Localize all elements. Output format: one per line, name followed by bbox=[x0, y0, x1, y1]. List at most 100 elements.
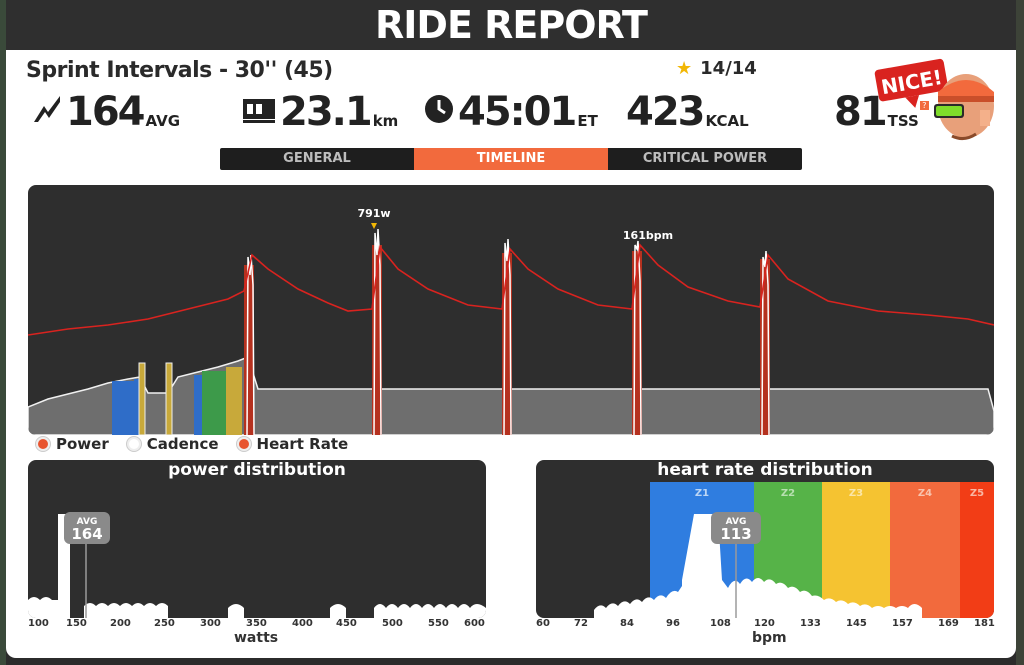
clock-icon bbox=[424, 94, 454, 128]
warmup-block-blue-2 bbox=[134, 379, 140, 435]
warmup-block-blue bbox=[112, 381, 134, 435]
background-left bbox=[0, 0, 6, 665]
peak-power-marker bbox=[371, 223, 377, 229]
power-distribution-bars bbox=[28, 514, 486, 618]
peak-hr-label: 161bpm bbox=[623, 229, 673, 242]
power-avg-label: AVG bbox=[77, 517, 98, 527]
report-header: RIDE REPORT bbox=[6, 0, 1016, 50]
star-count-value: 14/14 bbox=[700, 58, 757, 79]
power-value: 164 bbox=[66, 89, 145, 135]
sprint-bar-1 bbox=[244, 265, 254, 435]
sprint-bar-5 bbox=[760, 259, 770, 435]
hr-tick: 60 bbox=[536, 618, 550, 629]
timeline-legend: Power Cadence Heart Rate bbox=[36, 435, 348, 453]
calories-value: 423 bbox=[626, 89, 705, 135]
power-unit: AVG bbox=[145, 112, 181, 130]
tss-value: 81 bbox=[834, 89, 888, 135]
warmup-block-yellow-2 bbox=[165, 362, 173, 435]
timeline-chart: 791w 161bpm bbox=[28, 185, 994, 435]
hr-distribution-svg: Z1 Z2 Z3 Z4 Z5 AVG 113 bbox=[594, 482, 994, 618]
tab-general[interactable]: GENERAL bbox=[283, 151, 351, 166]
hr-tick: 84 bbox=[620, 618, 634, 629]
hr-tick: 169 bbox=[938, 618, 959, 629]
workout-title: Sprint Intervals - 30'' (45) bbox=[26, 58, 333, 83]
legend-heart-rate-label: Heart Rate bbox=[256, 435, 349, 453]
hr-tick: 133 bbox=[800, 618, 821, 629]
stat-tss: 81 TSS ? bbox=[834, 90, 929, 134]
tab-critical-power[interactable]: CRITICAL POWER bbox=[642, 151, 768, 166]
heart-rate-line bbox=[28, 243, 994, 336]
power-distribution-svg: AVG 164 bbox=[28, 512, 486, 618]
hr-zone-3-label: Z3 bbox=[849, 488, 863, 499]
timeline-svg: 791w 161bpm bbox=[28, 207, 994, 435]
power-tick: 450 bbox=[336, 618, 357, 629]
background-right bbox=[1016, 0, 1024, 665]
hr-zone-5-label: Z5 bbox=[970, 488, 984, 499]
power-tick: 400 bbox=[292, 618, 313, 629]
power-distribution-chart: power distribution AVG 164 bbox=[28, 460, 486, 618]
power-axis-label: watts bbox=[234, 630, 279, 646]
stat-power: 164 AVG bbox=[32, 90, 180, 134]
power-tick: 500 bbox=[382, 618, 403, 629]
sprint-bar-3 bbox=[502, 253, 512, 435]
legend-power[interactable]: Power bbox=[36, 435, 109, 453]
warmup-block-gold bbox=[226, 367, 242, 435]
hr-axis-label: bpm bbox=[752, 630, 787, 646]
calories-unit: KCAL bbox=[705, 112, 749, 130]
warmup-block-yellow-1 bbox=[138, 362, 146, 435]
legend-cadence-dot bbox=[126, 437, 141, 451]
hr-tick: 181 bbox=[974, 618, 995, 629]
time-value: 45:01 bbox=[458, 89, 577, 135]
stat-calories: 423 KCAL bbox=[626, 90, 749, 134]
legend-power-dot bbox=[36, 437, 50, 451]
distance-icon bbox=[242, 98, 276, 128]
hr-zone-3 bbox=[822, 482, 890, 618]
avatar: NICE! bbox=[872, 58, 1000, 148]
hr-distribution-title: heart rate distribution bbox=[657, 460, 873, 480]
hr-zone-2-label: Z2 bbox=[781, 488, 795, 499]
power-tick: 550 bbox=[428, 618, 449, 629]
hr-tick: 145 bbox=[846, 618, 867, 629]
legend-heart-rate[interactable]: Heart Rate bbox=[236, 435, 349, 453]
report-title: RIDE REPORT bbox=[375, 3, 648, 47]
sprint-bar-4 bbox=[632, 251, 642, 435]
hr-tick: 157 bbox=[892, 618, 913, 629]
tss-help-icon[interactable]: ? bbox=[919, 101, 929, 110]
star-count: ★ 14/14 bbox=[676, 58, 757, 79]
hr-tick: 120 bbox=[754, 618, 775, 629]
legend-power-label: Power bbox=[56, 435, 109, 453]
power-avg-value: 164 bbox=[71, 525, 102, 543]
star-icon: ★ bbox=[676, 58, 693, 79]
hr-zone-4-label: Z4 bbox=[918, 488, 932, 499]
hr-avg-label: AVG bbox=[726, 517, 747, 527]
hr-distribution-bars bbox=[594, 514, 922, 618]
report-tabs: GENERAL TIMELINE CRITICAL POWER bbox=[220, 148, 802, 170]
warmup-block-green bbox=[202, 371, 226, 435]
report-panel: Sprint Intervals - 30'' (45) ★ 14/14 164… bbox=[6, 50, 1016, 658]
hr-distribution-chart: Z1 Z2 Z3 Z4 Z5 AVG 113 heart rate distri… bbox=[536, 460, 994, 618]
distance-value: 23.1 bbox=[280, 89, 373, 135]
time-unit: ET bbox=[577, 112, 598, 130]
legend-heart-rate-dot bbox=[236, 437, 251, 451]
legend-cadence[interactable]: Cadence bbox=[126, 435, 219, 453]
hr-zone-5 bbox=[960, 482, 994, 618]
warmup-block-blue-3 bbox=[194, 375, 202, 435]
power-tick: 300 bbox=[200, 618, 221, 629]
sprint-bar-2 bbox=[372, 245, 382, 435]
tab-timeline[interactable]: TIMELINE bbox=[414, 148, 608, 170]
stat-time: 45:01 ET bbox=[424, 90, 598, 134]
hr-tick: 108 bbox=[710, 618, 731, 629]
power-icon bbox=[32, 94, 62, 128]
power-distribution-title: power distribution bbox=[168, 460, 346, 480]
distance-unit: km bbox=[372, 112, 399, 130]
peak-power-label: 791w bbox=[357, 207, 390, 220]
power-tick: 350 bbox=[246, 618, 267, 629]
legend-cadence-label: Cadence bbox=[146, 435, 219, 453]
power-tick: 250 bbox=[154, 618, 175, 629]
power-tick: 600 bbox=[464, 618, 485, 629]
hr-avg-badge bbox=[711, 512, 761, 544]
stat-distance: 23.1 km bbox=[242, 90, 398, 134]
power-tick: 100 bbox=[28, 618, 49, 629]
power-avg-badge bbox=[64, 512, 110, 544]
hr-tick: 96 bbox=[666, 618, 680, 629]
